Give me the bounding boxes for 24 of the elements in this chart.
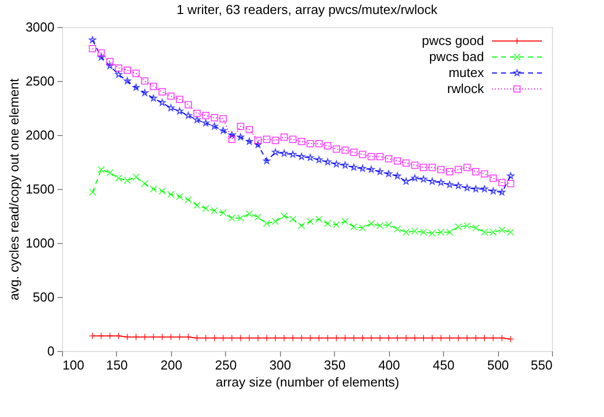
chart-title: 1 writer, 63 readers, array pwcs/mutex/rwlock [176,2,438,17]
x-tick-label: 500 [487,358,509,372]
x-tick-label: 550 [530,358,552,372]
x-axis-title: array size (number of elements) [216,374,400,390]
legend-label: pwcs bad [429,49,484,64]
x-tick-label: 300 [269,358,292,372]
x-tick-label: 450 [432,358,454,372]
y-tick-label: 2500 [26,74,54,88]
y-tick-label: 1000 [26,236,54,250]
legend-label: pwcs good [422,33,484,48]
y-tick-label: 3000 [26,20,54,34]
y-tick-label: 500 [32,290,54,304]
x-tick-label: 350 [324,358,346,372]
x-tick-label: 100 [62,358,84,372]
x-tick-label: 200 [160,358,182,372]
x-tick-label: 400 [378,358,400,372]
y-tick-label: 1500 [26,182,54,196]
legend-label: rwlock [447,81,484,96]
legend-label: mutex [448,65,484,80]
y-tick-label: 0 [47,344,54,358]
y-axis-title: avg. cycles read/copy out one element [6,78,22,300]
y-tick-label: 2000 [26,128,54,142]
x-tick-label: 150 [106,358,128,372]
x-tick-label: 250 [214,358,237,372]
